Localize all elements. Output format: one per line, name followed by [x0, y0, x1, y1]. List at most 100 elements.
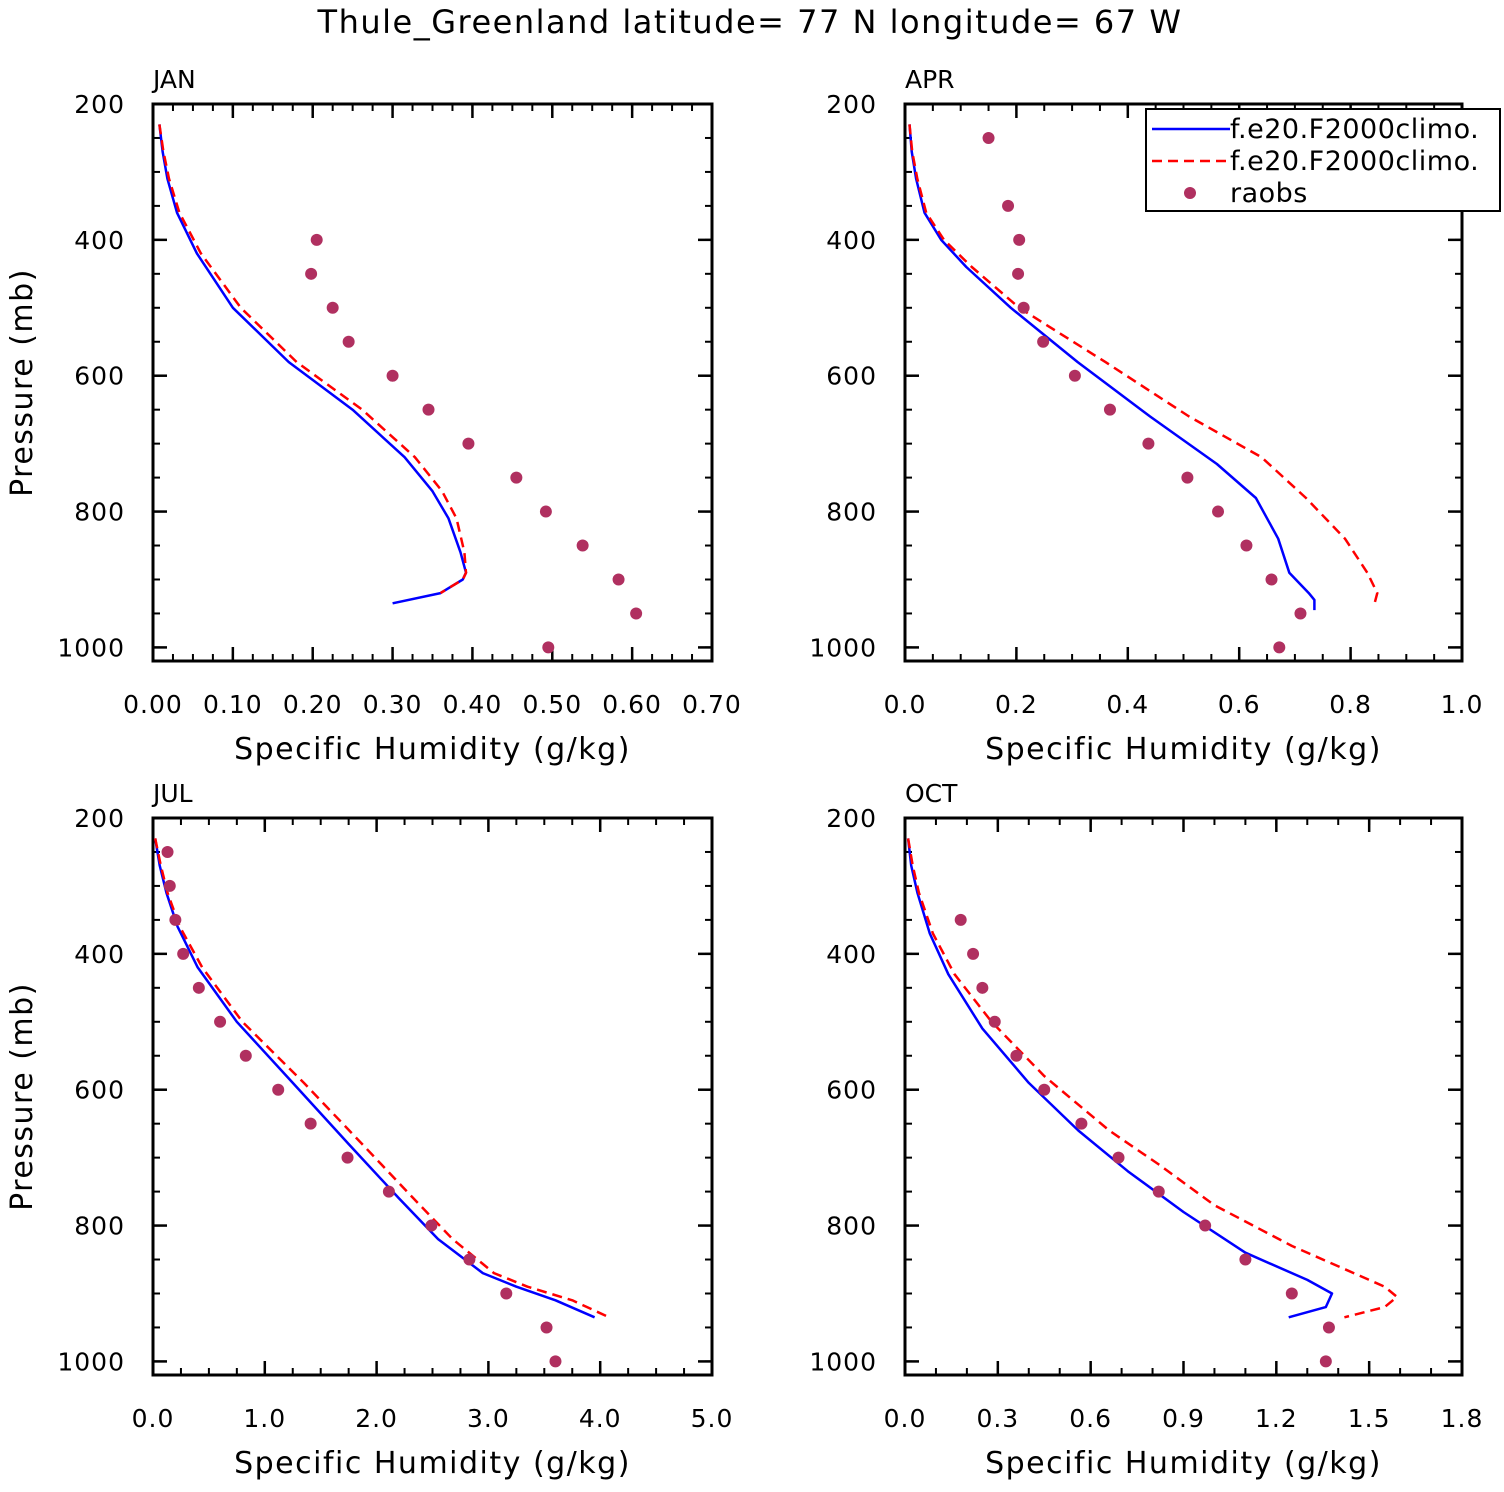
raobs-point: [463, 1253, 476, 1266]
raobs-point: [1273, 641, 1286, 654]
x-axis-label: Specific Humidity (g/kg): [985, 1446, 1382, 1481]
raobs-point: [239, 1049, 252, 1062]
raobs-point: [304, 1117, 317, 1130]
raobs-point: [630, 607, 643, 620]
x-tick-label: 0.50: [522, 690, 582, 719]
raobs-point: [1239, 1253, 1252, 1266]
raobs-point: [540, 1321, 553, 1334]
raobs-point: [326, 301, 339, 314]
raobs-point: [1319, 1355, 1332, 1368]
y-tick-label: 400: [74, 226, 125, 255]
raobs-point: [305, 267, 318, 280]
raobs-point: [1240, 539, 1253, 552]
y-tick-label: 800: [74, 1212, 125, 1241]
raobs-point: [1037, 335, 1050, 348]
legend-dot-marker: [1184, 187, 1196, 199]
raobs-point: [1322, 1321, 1335, 1334]
raobs-point: [342, 335, 355, 348]
y-tick-label: 1000: [57, 633, 125, 662]
series-line-dashed: [153, 838, 610, 1319]
raobs-point: [542, 641, 555, 654]
raobs-point: [1152, 1185, 1165, 1198]
x-tick-label: 4.0: [579, 1404, 622, 1433]
raobs-point: [1068, 369, 1081, 382]
raobs-point: [1142, 437, 1155, 450]
x-tick-label: 0.2: [995, 690, 1038, 719]
raobs-point: [272, 1083, 285, 1096]
raobs-point: [539, 505, 552, 518]
raobs-point: [982, 131, 995, 144]
series-line-dashed: [158, 124, 468, 595]
series-line-solid: [908, 124, 1316, 611]
x-tick-label: 0.20: [283, 690, 343, 719]
figure-title: Thule_Greenland latitude= 77 N longitude…: [317, 3, 1183, 41]
y-tick-label: 1000: [809, 633, 877, 662]
series-line-solid: [158, 124, 468, 605]
x-tick-label: 1.0: [1441, 690, 1484, 719]
panel-title: APR: [905, 65, 955, 94]
panel-title: JAN: [151, 65, 196, 94]
x-tick-label: 0.0: [884, 690, 927, 719]
x-tick-label: 0.4: [1106, 690, 1149, 719]
x-tick-label: 1.5: [1348, 1404, 1391, 1433]
raobs-point: [422, 403, 435, 416]
raobs-point: [1112, 1151, 1125, 1164]
panel-title: JUL: [151, 779, 193, 808]
y-tick-label: 200: [74, 804, 125, 833]
y-tick-label: 400: [826, 226, 877, 255]
raobs-point: [988, 1015, 1001, 1028]
series-line-solid: [153, 838, 596, 1319]
raobs-point: [1012, 267, 1025, 280]
legend: f.e20.F2000climo.f.e20.F2000climo.raobs: [1145, 108, 1501, 212]
y-tick-label: 600: [826, 362, 877, 391]
raobs-point: [163, 879, 176, 892]
x-axis-label: Specific Humidity (g/kg): [985, 732, 1382, 767]
y-axis-label: Pressure (mb): [5, 982, 40, 1211]
raobs-point: [976, 981, 989, 994]
x-tick-label: 0.30: [363, 690, 423, 719]
plot-frame: [151, 816, 714, 1377]
x-tick-label: 0.40: [443, 690, 503, 719]
x-tick-label: 0.0: [884, 1404, 927, 1433]
raobs-point: [510, 471, 523, 484]
raobs-point: [214, 1015, 227, 1028]
x-tick-label: 0.6: [1069, 1404, 1112, 1433]
raobs-point: [386, 369, 399, 382]
y-tick-label: 200: [74, 90, 125, 119]
raobs-point: [177, 947, 190, 960]
x-tick-label: 0.00: [123, 690, 183, 719]
x-tick-label: 1.8: [1441, 1404, 1484, 1433]
raobs-point: [1017, 301, 1030, 314]
x-tick-label: 2.0: [355, 1404, 398, 1433]
y-tick-label: 600: [826, 1076, 877, 1105]
x-axis-label: Specific Humidity (g/kg): [234, 732, 631, 767]
y-tick-label: 1000: [809, 1347, 877, 1376]
y-tick-label: 800: [74, 498, 125, 527]
plot-frame: [903, 816, 1464, 1377]
raobs-point: [1002, 199, 1015, 212]
series-line-dashed: [906, 838, 1399, 1319]
raobs-point: [612, 573, 625, 586]
x-tick-label: 1.0: [243, 1404, 286, 1433]
chart-panel-jan: JAN 0.00 0.10 0.20 0.30 0.40 0.50 0.60 0.70 200 40…: [5, 65, 742, 767]
x-tick-label: 3.0: [467, 1404, 510, 1433]
raobs-point: [1265, 573, 1278, 586]
x-tick-label: 0.6: [1218, 690, 1261, 719]
series-line-dashed: [908, 124, 1379, 604]
y-tick-label: 1000: [57, 1347, 125, 1376]
legend-entry-label: f.e20.F2000climo.: [1230, 146, 1479, 177]
x-tick-label: 0.8: [1329, 690, 1372, 719]
x-tick-label: 0.70: [682, 690, 742, 719]
y-tick-label: 600: [74, 362, 125, 391]
chart-panel-oct: OCT 0.0 0.3 0.6 0.9 1.2 1.5 1.8 200 400 600 800 1000…: [809, 779, 1484, 1481]
raobs-point: [549, 1355, 562, 1368]
raobs-point: [161, 845, 174, 858]
y-axis-label: Pressure (mb): [5, 268, 40, 497]
legend-entry-label: f.e20.F2000climo.: [1230, 114, 1479, 145]
x-axis-label: Specific Humidity (g/kg): [234, 1446, 631, 1481]
x-tick-label: 1.2: [1255, 1404, 1298, 1433]
y-tick-label: 200: [826, 804, 877, 833]
x-tick-label: 0.60: [602, 690, 662, 719]
